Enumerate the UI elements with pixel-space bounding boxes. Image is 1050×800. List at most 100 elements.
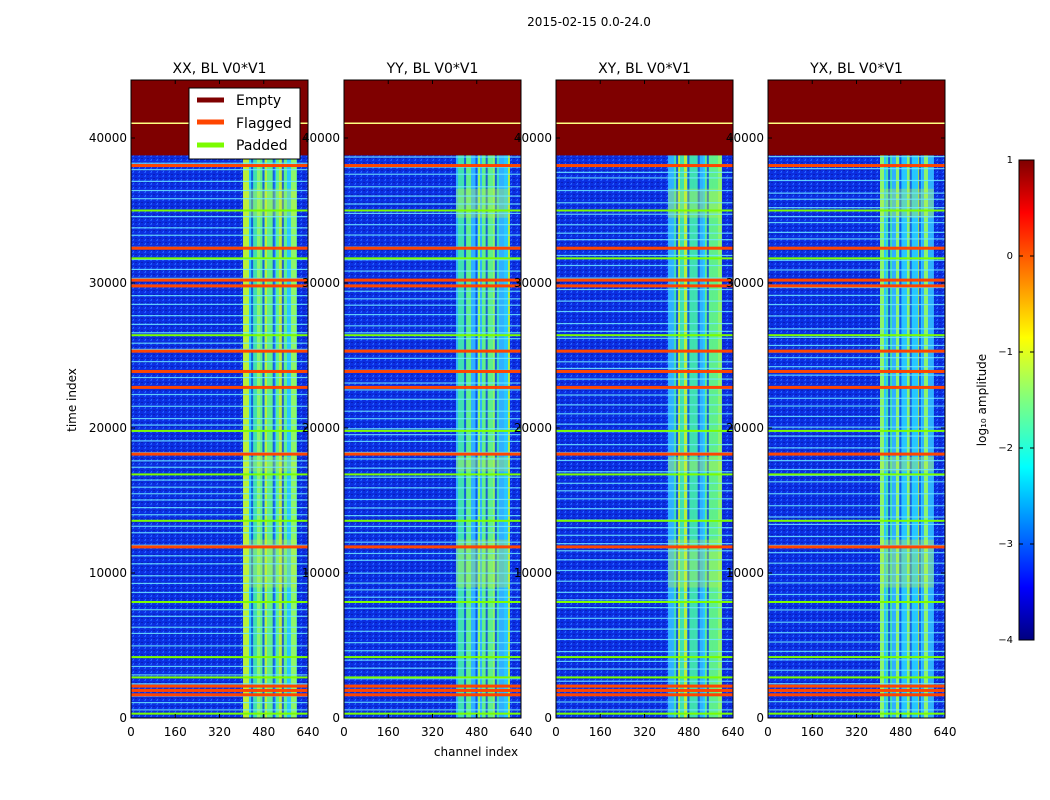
time-row-line (131, 315, 308, 317)
time-row-line (768, 621, 945, 623)
time-row-line (344, 458, 521, 460)
legend-label-flagged: Flagged (236, 116, 292, 132)
time-row-line (131, 702, 308, 704)
time-row-line (131, 361, 308, 363)
time-row-line (344, 173, 521, 175)
time-row-line (556, 559, 733, 561)
padded-row (344, 257, 521, 260)
time-row-line (344, 389, 521, 391)
time-row-line (131, 683, 308, 685)
time-row-line (131, 258, 308, 261)
time-row-line (131, 525, 308, 527)
flagged-row (344, 369, 521, 373)
time-row-line (344, 382, 521, 384)
padded-row (131, 429, 308, 432)
time-row-line (768, 269, 945, 271)
y-tick-label: 40000 (514, 131, 552, 145)
flagged-row (556, 349, 733, 353)
x-tick-label: 0 (764, 725, 772, 739)
time-row-line (344, 270, 521, 272)
active-channel-stripe (911, 80, 915, 718)
time-row-line (344, 589, 521, 591)
active-channel-stripe (270, 80, 275, 718)
empty-region-line (768, 122, 945, 124)
time-row-line (344, 418, 521, 420)
time-row-line (131, 376, 308, 379)
active-channel-stripe (902, 80, 908, 718)
channel-gap (899, 80, 902, 718)
flagged-row (768, 688, 945, 692)
y-tick-label: 0 (756, 711, 764, 725)
time-row-line (768, 221, 945, 224)
padded-row (768, 334, 945, 337)
figure-title: 2015-02-15 0.0-24.0 (527, 15, 651, 29)
active-channel-stripe (291, 80, 297, 718)
flagged-row (131, 349, 308, 353)
time-row-line (556, 527, 733, 529)
active-channel-stripe (922, 80, 925, 718)
time-row-line (131, 626, 308, 628)
time-row-line (344, 195, 521, 197)
y-tick-label: 40000 (89, 131, 127, 145)
time-row-line (768, 552, 945, 554)
time-row-line (768, 481, 945, 483)
time-row-line (344, 487, 521, 489)
y-tick-label: 30000 (514, 276, 552, 290)
flagged-row (344, 693, 521, 697)
panel-yy: YY, BL V0*V1 0 160 320 480 640 0 10000 20000 3000… (302, 61, 533, 739)
channel-gap (676, 80, 679, 718)
time-row-line (344, 709, 521, 711)
time-row-line (344, 203, 521, 205)
time-row-line (344, 541, 521, 543)
y-tick-label: 20000 (726, 421, 764, 435)
time-row-line (344, 298, 521, 300)
x-tick-label: 320 (208, 725, 231, 739)
padded-row (768, 429, 945, 432)
time-row-line (556, 550, 733, 552)
time-row-line (768, 315, 945, 317)
time-row-line (768, 207, 945, 209)
time-row-line (556, 423, 733, 425)
time-row-line (344, 525, 521, 528)
time-row-line (131, 227, 308, 229)
flagged-row (344, 545, 521, 549)
colorbar-label: log₁₀ amplitude (975, 354, 989, 446)
active-channel-stripe (924, 80, 929, 718)
flagged-row (344, 349, 521, 353)
time-row-line (344, 434, 521, 436)
time-row-line (131, 424, 308, 426)
time-row-line (344, 212, 521, 215)
time-row-line (344, 234, 521, 236)
x-tick-label: 0 (340, 725, 348, 739)
colorbar-tick-label: −1 (998, 347, 1013, 358)
time-row-line (768, 523, 945, 526)
padded-row (768, 601, 945, 603)
active-channel-stripe (896, 80, 900, 718)
time-row-line (768, 593, 945, 596)
time-row-line (768, 468, 945, 471)
time-row-line (768, 179, 945, 182)
padded-row (131, 656, 308, 659)
x-tick-label: 480 (677, 725, 700, 739)
time-row-line (556, 404, 733, 406)
active-channel-stripe (249, 80, 252, 718)
channel-gap (706, 80, 709, 718)
time-row-line (768, 303, 945, 306)
time-row-line (344, 332, 521, 334)
active-channel-stripe (274, 80, 277, 718)
channel-gap (888, 80, 891, 718)
time-row-line (556, 300, 733, 302)
time-row-line (556, 361, 733, 363)
padded-row (556, 601, 733, 603)
time-row-line (131, 216, 308, 218)
flagged-row (131, 452, 308, 456)
flagged-row (556, 684, 733, 688)
active-channel-stripe (880, 80, 885, 718)
time-row-line (344, 290, 521, 292)
flagged-row (768, 545, 945, 549)
active-channel-stripe (699, 80, 704, 718)
panel-title: XY, BL V0*V1 (598, 61, 691, 77)
time-row-line (556, 202, 733, 204)
time-row-line (131, 169, 308, 171)
